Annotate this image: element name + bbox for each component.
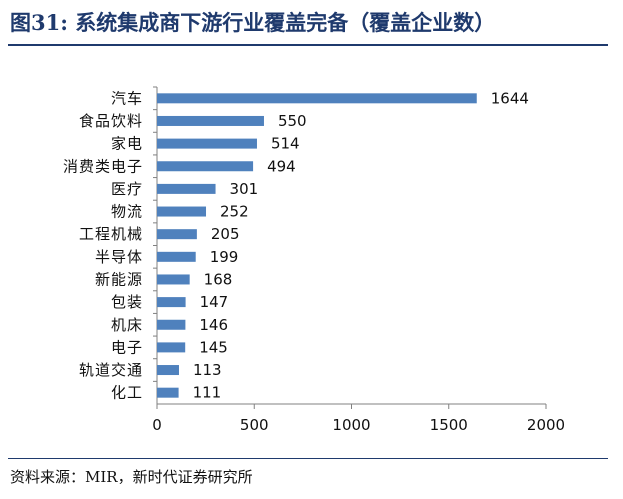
category-label: 食品饮料 [79,112,143,130]
category-label: 医疗 [111,180,143,198]
data-label: 252 [220,203,249,221]
bar [157,297,186,308]
data-label: 514 [271,135,300,153]
x-tick-label: 500 [240,416,269,434]
data-label: 113 [193,361,222,379]
data-label: 147 [200,293,229,311]
x-tick-label: 1500 [430,416,468,434]
bar [157,365,179,376]
bar [157,115,264,126]
bar [157,206,207,217]
category-label: 半导体 [95,248,143,266]
source-note: 资料来源：MIR，新时代证券研究所 [10,468,253,486]
category-label: 新能源 [95,270,143,288]
data-label: 168 [204,270,233,288]
data-label: 199 [210,248,239,266]
category-label: 机床 [111,316,143,334]
bar [157,229,197,240]
source-divider [8,458,608,459]
bar [157,251,196,262]
category-label: 汽车 [111,89,143,107]
category-label: 消费类电子 [63,157,143,175]
chart-title: 图31: 系统集成商下游行业覆盖完备（覆盖企业数） [10,10,496,35]
data-label: 146 [199,316,228,334]
title-divider [8,44,608,46]
category-label: 家电 [111,135,143,153]
category-label: 轨道交通 [79,361,143,379]
category-label: 包装 [111,293,143,311]
bar [157,93,477,104]
data-label: 205 [211,225,240,243]
data-label: 550 [278,112,307,130]
data-label: 494 [267,157,296,175]
x-tick-label: 0 [152,416,162,434]
data-label: 111 [193,384,222,402]
category-label: 化工 [111,384,143,402]
bar [157,342,186,353]
data-label: 301 [230,180,259,198]
bar [157,161,254,172]
bar [157,319,186,330]
bar [157,183,216,194]
category-label: 电子 [111,338,143,356]
bar [157,138,257,149]
x-tick-label: 2000 [527,416,565,434]
category-label: 工程机械 [79,225,143,243]
data-label: 1644 [491,89,529,107]
data-label: 145 [199,338,228,356]
category-label: 物流 [111,203,143,221]
bar [157,274,190,285]
x-tick-label: 1000 [332,416,370,434]
bar [157,387,179,398]
